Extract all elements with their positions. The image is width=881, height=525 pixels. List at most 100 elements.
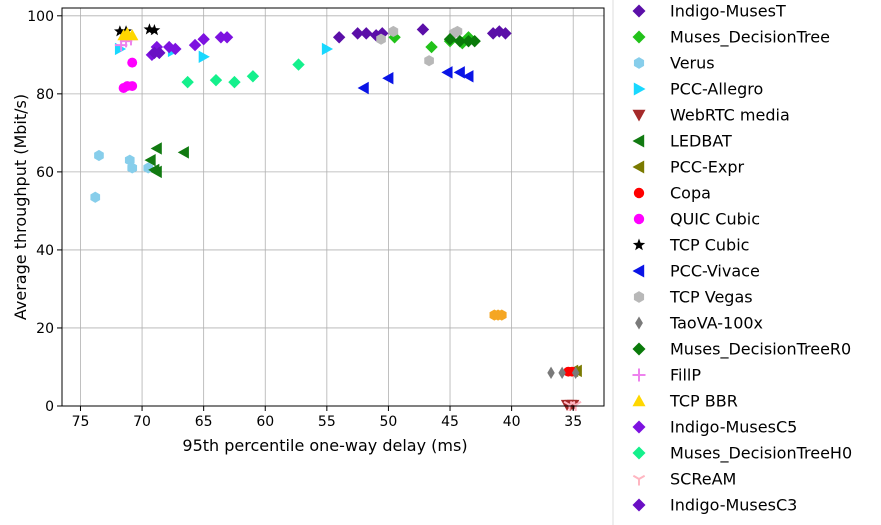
x-tick-label: 35 xyxy=(564,414,582,430)
x-tick-label: 65 xyxy=(195,414,213,430)
point-indigo-musest xyxy=(416,23,430,36)
point-tcp-vegas xyxy=(452,25,463,37)
legend-marker-muses-decisiontree xyxy=(632,30,646,44)
legend-marker-verus xyxy=(633,57,645,69)
point-indigo-musesc5 xyxy=(197,33,210,46)
legend-marker-pcc-expr xyxy=(632,160,645,174)
point-indigo-musest xyxy=(360,27,373,40)
legend-marker-copa xyxy=(633,187,645,199)
x-tick-label: 60 xyxy=(256,414,274,430)
legend-item-tcp-bbr: TCP BBR xyxy=(632,392,738,411)
point-pcc-allegro xyxy=(321,42,334,56)
legend-marker-tcp-vegas xyxy=(633,291,645,303)
legend-marker-taova-100x xyxy=(635,316,643,330)
legend-label-indigo-musesc3: Indigo-MusesC3 xyxy=(670,496,797,515)
point-muses-decisiontreeh0 xyxy=(292,58,305,71)
legend-item-tcp-vegas: TCP Vegas xyxy=(633,288,753,307)
point-muses-decisiontreeh0 xyxy=(209,73,223,87)
x-tick-label: 75 xyxy=(72,414,90,430)
point-verus xyxy=(90,191,101,203)
point-ledbat xyxy=(150,165,162,179)
point-pcc-vivace xyxy=(462,70,474,83)
legend-label-copa: Copa xyxy=(670,184,711,203)
legend-label-verus: Verus xyxy=(670,54,715,73)
legend-item-indigo-musest: Indigo-MusesT xyxy=(632,2,786,21)
legend-item-scream: SCReAM xyxy=(632,470,736,489)
point-muses-decisiontreer0 xyxy=(443,33,457,46)
x-tick-label: 50 xyxy=(380,414,398,430)
legend-label-muses-decisiontreer0: Muses_DecisionTreeR0 xyxy=(670,340,851,360)
legend-label-scream: SCReAM xyxy=(670,470,736,489)
legend-item-ledbat: LEDBAT xyxy=(632,132,732,151)
point-muses-decisiontreeh0 xyxy=(228,75,241,89)
legend-item-pcc-vivace: PCC-Vivace xyxy=(632,262,760,281)
point-verus xyxy=(127,162,138,174)
legend-marker-indigo-musesc5 xyxy=(632,420,646,434)
legend-marker-ledbat xyxy=(632,134,645,148)
legend-label-tcp-cubic: TCP Cubic xyxy=(669,236,749,255)
x-axis-title: 95th percentile one-way delay (ms) xyxy=(182,436,467,455)
legend-marker-tcp-cubic xyxy=(632,238,646,251)
legend-marker-tcp-bbr xyxy=(632,394,646,407)
ticks-layer: 75 70 65 60 55 50 45 40 35 0 20 40 60 80 100 xyxy=(27,9,582,430)
x-tick-label: 45 xyxy=(441,414,459,430)
y-tick-label: 60 xyxy=(36,165,54,181)
legend-label-webrtc-media: WebRTC media xyxy=(670,106,790,125)
legend-label-indigo-musest: Indigo-MusesT xyxy=(670,2,786,21)
legend-marker-scream xyxy=(632,474,646,486)
point-indigo-musesc5 xyxy=(188,38,202,52)
point-indigo-musesc5 xyxy=(169,42,182,56)
legend-marker-muses-decisiontreeh0 xyxy=(632,446,646,460)
legend-item-indigo-musesc5: Indigo-MusesC5 xyxy=(632,418,797,437)
point-verus xyxy=(94,149,104,162)
point-indigo-musest xyxy=(332,31,346,44)
legend-item-taova-100x: TaoVA-100x xyxy=(635,314,763,333)
point-ledbat xyxy=(150,142,162,155)
legend-item-copa: Copa xyxy=(633,184,711,203)
point-tcp-vegas xyxy=(388,25,399,37)
legend-marker-pcc-vivace xyxy=(632,264,645,278)
legend-label-indigo-musesc5: Indigo-MusesC5 xyxy=(670,418,797,437)
point-pcc-allegro xyxy=(198,50,210,63)
y-tick-label: 40 xyxy=(36,243,54,259)
point-tcp-vegas xyxy=(376,33,386,45)
grid-layer xyxy=(62,8,604,407)
legend-marker-webrtc-media xyxy=(632,109,646,122)
x-tick-label: 70 xyxy=(133,414,151,430)
legend-label-muses-decisiontreeh0: Muses_DecisionTreeH0 xyxy=(670,444,852,464)
point-ledbat xyxy=(144,153,156,167)
legend-label-quic-cubic: QUIC Cubic xyxy=(670,210,760,229)
legend-item-webrtc-media: WebRTC media xyxy=(632,106,790,125)
legend-label-pcc-vivace: PCC-Vivace xyxy=(670,262,760,281)
point-taova-100x xyxy=(571,366,580,380)
legend-label-ledbat: LEDBAT xyxy=(670,132,732,151)
legend-label-pcc-expr: PCC-Expr xyxy=(670,158,745,177)
point-tcp-cubic xyxy=(148,24,161,36)
point-unlabeled-series xyxy=(496,309,507,321)
point-muses-decisiontree xyxy=(425,40,438,54)
point-tcp-vegas xyxy=(424,55,434,67)
plot-frame xyxy=(61,7,605,407)
point-indigo-musest xyxy=(493,25,506,38)
legend-marker-indigo-musest xyxy=(632,4,646,18)
legend-label-taova-100x: TaoVA-100x xyxy=(669,314,763,333)
y-axis-title: Average throughput (Mbit/s) xyxy=(11,94,30,320)
legend-marker-indigo-musesc3 xyxy=(632,498,646,512)
point-taova-100x xyxy=(547,366,555,380)
legend-item-muses-decisiontreeh0: Muses_DecisionTreeH0 xyxy=(632,444,852,464)
legend-marker-muses-decisiontreer0 xyxy=(632,342,646,356)
point-tcp-cubic xyxy=(114,25,126,37)
point-quic-cubic xyxy=(127,81,138,91)
point-tcp-bbr xyxy=(126,29,139,41)
point-quic-cubic xyxy=(127,57,138,68)
point-indigo-musest xyxy=(499,27,512,40)
legend-marker-quic-cubic xyxy=(633,213,645,225)
point-muses-decisiontreer0 xyxy=(453,34,467,48)
point-ledbat xyxy=(177,146,189,159)
legend-item-pcc-allegro: PCC-Allegro xyxy=(633,80,763,99)
point-muses-decisiontreer0 xyxy=(468,34,481,48)
y-tick-label: 0 xyxy=(45,399,54,415)
x-tick-label: 55 xyxy=(318,414,336,430)
